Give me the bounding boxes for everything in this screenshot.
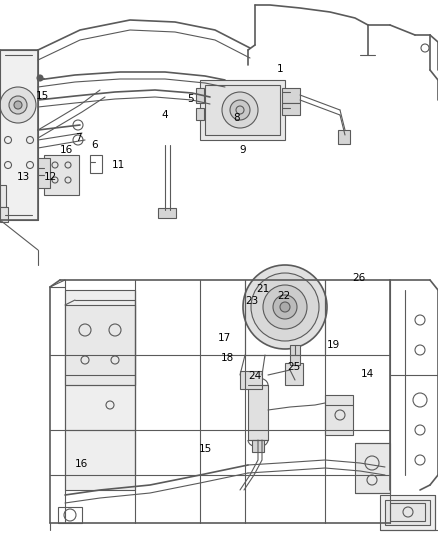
- Text: 18: 18: [221, 353, 234, 363]
- Text: 16: 16: [60, 146, 73, 155]
- Text: 1: 1: [277, 64, 284, 74]
- Text: 11: 11: [112, 160, 125, 170]
- Bar: [282, 88, 300, 103]
- Bar: [252, 440, 264, 452]
- Bar: [196, 88, 204, 103]
- Bar: [290, 345, 300, 365]
- Text: 25: 25: [288, 362, 301, 372]
- Circle shape: [37, 75, 43, 81]
- Circle shape: [9, 96, 27, 114]
- Text: 16: 16: [74, 459, 88, 469]
- Text: 5: 5: [187, 94, 194, 103]
- Bar: [385, 500, 430, 525]
- Bar: [65, 290, 135, 490]
- Circle shape: [230, 100, 250, 120]
- Text: 12: 12: [44, 172, 57, 182]
- Bar: [338, 130, 350, 144]
- Circle shape: [263, 285, 307, 329]
- Bar: [200, 80, 285, 140]
- Text: 23: 23: [245, 296, 258, 306]
- Bar: [248, 385, 268, 440]
- Circle shape: [273, 295, 297, 319]
- Bar: [282, 103, 300, 115]
- Text: 26: 26: [353, 273, 366, 283]
- Bar: [0, 185, 6, 207]
- Bar: [380, 495, 435, 530]
- Bar: [205, 85, 280, 135]
- Text: 21: 21: [256, 284, 269, 294]
- Text: 15: 15: [198, 444, 212, 454]
- Bar: [38, 158, 50, 188]
- Bar: [325, 395, 353, 435]
- Bar: [158, 208, 176, 218]
- Text: 7: 7: [74, 133, 81, 142]
- Text: 24: 24: [248, 371, 261, 381]
- Bar: [390, 503, 425, 521]
- Text: 8: 8: [233, 114, 240, 123]
- Circle shape: [251, 273, 319, 341]
- Circle shape: [14, 101, 22, 109]
- Text: 19: 19: [327, 341, 340, 350]
- Bar: [285, 363, 303, 385]
- Bar: [58, 507, 82, 523]
- Circle shape: [243, 265, 327, 349]
- Text: 14: 14: [361, 369, 374, 379]
- Circle shape: [280, 302, 290, 312]
- Text: 22: 22: [277, 291, 290, 301]
- Text: 4: 4: [161, 110, 168, 119]
- Bar: [90, 155, 102, 173]
- Text: 15: 15: [36, 91, 49, 101]
- Bar: [196, 108, 204, 120]
- Text: 9: 9: [240, 146, 247, 155]
- Circle shape: [0, 87, 36, 123]
- Text: 6: 6: [91, 140, 98, 150]
- Bar: [355, 443, 390, 493]
- Bar: [65, 305, 135, 385]
- Bar: [0, 207, 8, 222]
- Text: 13: 13: [17, 172, 30, 182]
- Bar: [44, 155, 79, 195]
- Bar: [0, 50, 38, 220]
- Text: 17: 17: [218, 334, 231, 343]
- Circle shape: [222, 92, 258, 128]
- Bar: [240, 371, 262, 389]
